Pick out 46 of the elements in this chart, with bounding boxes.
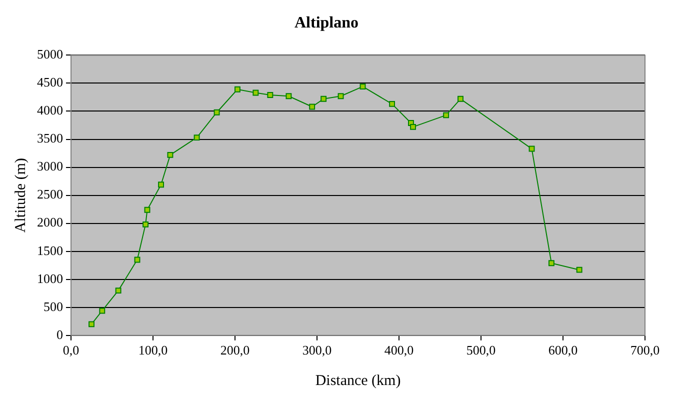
y-tick-label: 1000	[37, 270, 63, 286]
x-tick-label: 100,0	[138, 342, 168, 358]
point	[115, 288, 122, 294]
point	[142, 221, 149, 228]
point	[194, 134, 200, 141]
x-tick-label: 400,0	[384, 342, 414, 358]
x-tick-label: 0,0	[62, 342, 80, 358]
point	[309, 104, 316, 110]
point	[167, 152, 174, 158]
point	[389, 100, 396, 107]
point	[144, 206, 150, 213]
point	[267, 92, 274, 98]
y-tick-label: 1500	[37, 242, 63, 258]
y-tick-label: 2500	[37, 186, 63, 202]
point	[576, 266, 582, 273]
chart-title: Altiplano	[294, 14, 359, 32]
point	[88, 321, 94, 328]
y-tick-label: 500	[44, 298, 63, 314]
point	[338, 93, 344, 100]
point	[158, 182, 164, 188]
point	[443, 112, 450, 118]
y-tick-label: 0	[56, 326, 63, 342]
x-tick-label: 500,0	[466, 342, 496, 358]
x-tick-label: 600,0	[548, 342, 578, 358]
y-axis-title: Altitude (m)	[12, 158, 29, 233]
y-tick-label: 2000	[37, 214, 63, 230]
x-tick-label: 300,0	[302, 342, 332, 358]
y-tick-label: 3000	[37, 158, 63, 174]
x-tick-label: 700,0	[630, 342, 660, 358]
point	[234, 86, 240, 92]
point	[548, 260, 554, 266]
point	[214, 109, 220, 116]
point	[99, 308, 106, 314]
point	[252, 90, 259, 96]
point	[528, 146, 535, 152]
point	[458, 96, 464, 102]
y-tick-label: 5000	[37, 46, 63, 62]
point	[320, 96, 327, 102]
y-tick-label: 4000	[37, 102, 63, 118]
point	[286, 93, 292, 100]
x-tick-label: 200,0	[220, 342, 250, 358]
y-tick-label: 4500	[37, 74, 63, 90]
x-axis-title: Distance (km)	[315, 372, 401, 389]
point	[410, 124, 416, 130]
point	[360, 84, 366, 90]
y-tick-label: 3500	[37, 130, 63, 146]
